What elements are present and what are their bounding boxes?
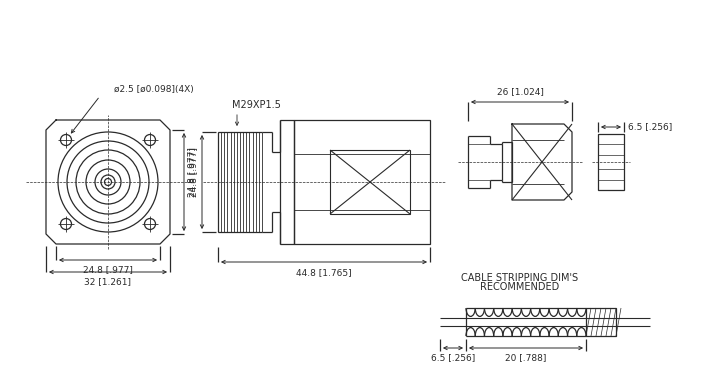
Bar — [294, 120, 430, 244]
Text: CABLE STRIPPING DIM'S: CABLE STRIPPING DIM'S — [462, 273, 579, 283]
Text: 24.8 [.977]: 24.8 [.977] — [83, 265, 133, 274]
Text: ø2.5 [ø0.098](4X): ø2.5 [ø0.098](4X) — [114, 85, 194, 94]
Text: 32 [1.261]: 32 [1.261] — [84, 277, 132, 286]
Text: 6.5 [.256]: 6.5 [.256] — [628, 122, 672, 131]
Text: 20 [.788]: 20 [.788] — [505, 353, 546, 362]
Bar — [598, 134, 624, 190]
Text: 24.8 [.977]: 24.8 [.977] — [187, 147, 196, 197]
Text: M29XP1.5: M29XP1.5 — [232, 100, 281, 110]
Text: RECOMMENDED: RECOMMENDED — [480, 282, 559, 292]
Text: 6.5 [.256]: 6.5 [.256] — [431, 353, 475, 362]
Text: 26 [1.024]: 26 [1.024] — [497, 87, 544, 96]
Text: 44.8 [1.765]: 44.8 [1.765] — [296, 268, 352, 277]
Bar — [586, 308, 616, 336]
Text: 24.8 [.977]: 24.8 [.977] — [189, 147, 198, 197]
Bar — [330, 150, 410, 214]
